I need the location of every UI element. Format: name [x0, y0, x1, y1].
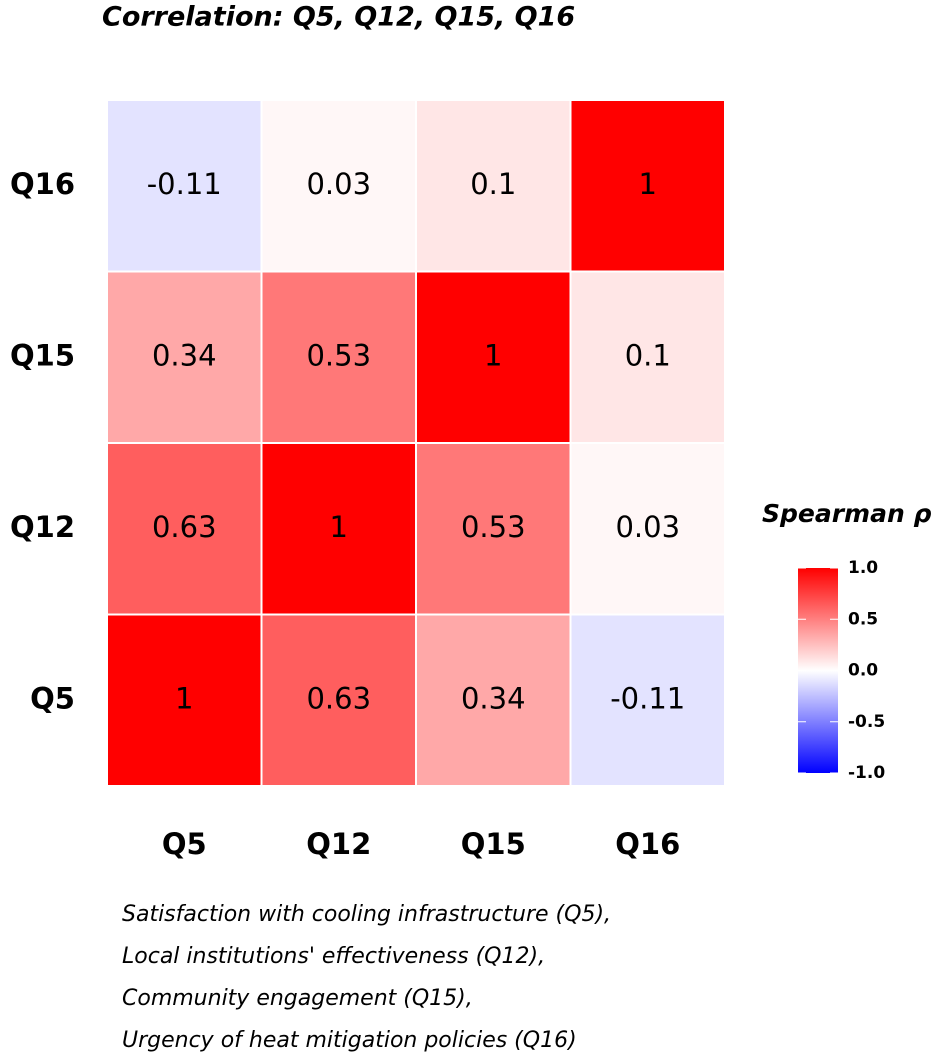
heatmap-cell: [569, 99, 726, 273]
heatmap-cell: [260, 613, 417, 787]
color-bar-label: 0.0: [848, 661, 878, 681]
color-bar-label: 1.0: [848, 558, 878, 578]
heatmap-cell: [260, 270, 417, 444]
x-tick-label: Q15: [461, 827, 526, 861]
heatmap-cell: [260, 99, 417, 273]
cell-label: 0.63: [306, 681, 371, 715]
color-bar-label: -0.5: [848, 712, 885, 732]
heatmap-cell: [260, 442, 417, 616]
heatmap-cell: [415, 442, 572, 616]
cell-label: -0.11: [610, 681, 685, 715]
heatmap-cell: [106, 442, 263, 616]
cell-label: 1: [330, 510, 348, 544]
heatmap-cell: [106, 270, 263, 444]
cell-label: 0.63: [152, 510, 217, 544]
caption-line: Urgency of heat mitigation policies (Q16…: [122, 1028, 577, 1053]
cell-label: -0.11: [147, 167, 222, 201]
x-tick-label: Q12: [306, 827, 371, 861]
caption-line: Local institutions' effectiveness (Q12),: [122, 944, 545, 969]
x-tick-label: Q16: [615, 827, 680, 861]
cell-label: 1: [639, 167, 657, 201]
caption-line: Satisfaction with cooling infrastructure…: [122, 902, 611, 927]
color-bar-label: -1.0: [848, 763, 885, 783]
color-bar-label: 0.5: [848, 609, 878, 629]
heatmap-cell: [106, 99, 263, 273]
y-tick-label: Q15: [10, 338, 75, 372]
chart-title: Correlation: Q5, Q12, Q15, Q16: [102, 2, 575, 33]
y-tick-label: Q5: [30, 681, 75, 715]
cell-label: 0.03: [615, 510, 680, 544]
heatmap-cell: [569, 613, 726, 787]
cell-label: 1: [175, 681, 193, 715]
cell-label: 0.34: [152, 338, 217, 372]
cell-label: 0.1: [470, 167, 516, 201]
y-tick-label: Q12: [10, 510, 75, 544]
x-tick-label: Q5: [162, 827, 207, 861]
heatmap-cell: [569, 442, 726, 616]
heatmap-cell: [569, 270, 726, 444]
legend-title: Spearman ρ: [762, 499, 931, 528]
cell-label: 0.34: [461, 681, 526, 715]
cell-label: 1: [484, 338, 502, 372]
caption-line: Community engagement (Q15),: [122, 986, 473, 1011]
cell-label: 0.53: [461, 510, 526, 544]
cell-label: 0.53: [306, 338, 371, 372]
heatmap-cell: [106, 613, 263, 787]
cell-label: 0.03: [306, 167, 371, 201]
y-tick-label: Q16: [10, 167, 75, 201]
cell-label: 0.1: [625, 338, 671, 372]
